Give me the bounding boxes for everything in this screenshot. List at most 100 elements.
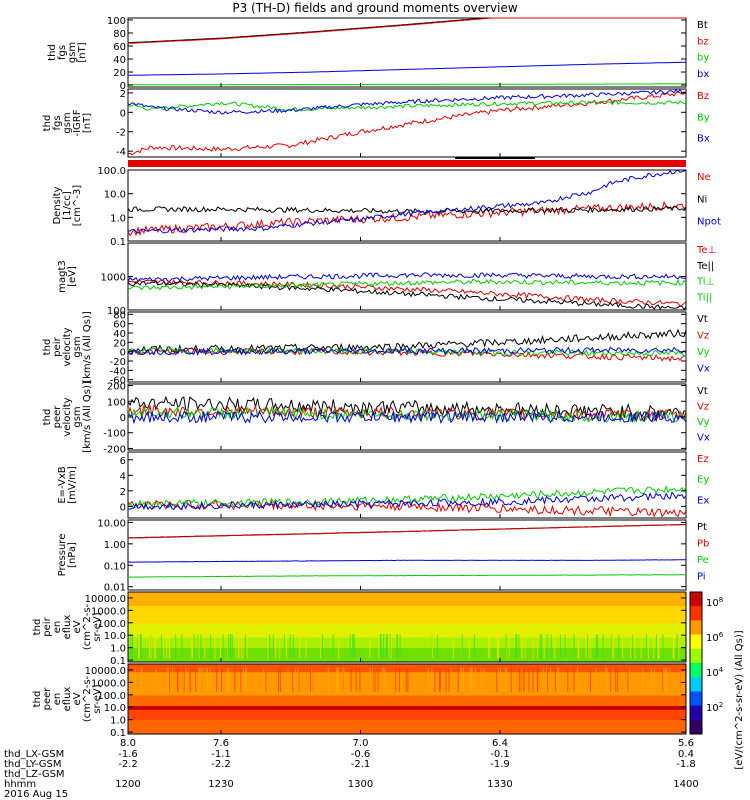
y-axis-label: thd — [42, 115, 53, 132]
heatmap-streak — [227, 634, 229, 659]
series-line-Pb — [127, 524, 686, 539]
heatmap-streak — [353, 634, 355, 659]
heatmap-streak — [585, 634, 587, 659]
y-tick-label: 100 — [107, 306, 126, 317]
heatmap-streak — [497, 667, 499, 692]
heatmap-streak — [166, 634, 168, 659]
colorbar-tick-label: 108 — [706, 596, 723, 609]
heatmap-streak — [141, 667, 143, 692]
y-tick-label: 10.0 — [104, 703, 126, 714]
heatmap-streak — [383, 634, 385, 659]
y-tick-label: 1.0 — [110, 213, 126, 224]
y-tick-label: 60 — [113, 320, 126, 331]
heatmap-streak — [230, 634, 232, 659]
heatmap-streak — [673, 634, 675, 659]
x-row-label: thd_LY-GSM — [4, 759, 61, 770]
y-tick-label: 10.0 — [104, 190, 126, 201]
heatmap-streak — [521, 634, 523, 659]
heatmap-streak — [615, 667, 617, 692]
y-axis-label: Density — [52, 186, 63, 224]
heatmap-streak — [202, 667, 204, 692]
colorbar-segment — [690, 648, 702, 664]
series-line-Vt — [127, 328, 687, 354]
heatmap-streak — [427, 667, 429, 692]
y-tick-label: 0 — [120, 502, 126, 513]
y-axis-label: eV — [72, 620, 83, 633]
heatmap-streak — [539, 634, 541, 659]
heatmap-streak — [390, 634, 392, 659]
heatmap-streak — [549, 667, 551, 692]
y-axis-label: magt3 — [57, 260, 68, 293]
series-line-Vx — [127, 409, 687, 425]
heatmap-streak — [496, 667, 498, 692]
y-tick-label: 0.1 — [110, 728, 126, 739]
heatmap-streak — [683, 667, 685, 692]
heatmap-streak — [645, 634, 647, 659]
heatmap-streak — [138, 634, 140, 659]
y-axis-label: fgs — [52, 115, 63, 130]
y-axis-label: sr-eV) — [92, 612, 103, 641]
heatmap-streak — [532, 667, 534, 692]
heatmap-streak — [154, 634, 156, 659]
heatmap-streak — [541, 634, 543, 659]
heatmap-streak — [305, 634, 307, 659]
legend-entry: Ti|| — [696, 292, 712, 303]
x-row-value: 0.4 — [678, 749, 694, 760]
heatmap-streak — [160, 634, 162, 659]
heatmap-streak — [642, 667, 644, 692]
heatmap-streak — [546, 634, 548, 659]
heatmap-streak — [384, 667, 386, 692]
heatmap-streak — [656, 634, 658, 659]
heatmap-streak — [463, 667, 465, 692]
heatmap-streak — [279, 667, 281, 692]
heatmap-streak — [606, 667, 608, 692]
heatmap-streak — [554, 667, 556, 692]
heatmap-streak — [612, 667, 614, 692]
y-tick-label: 1.00 — [104, 540, 126, 551]
heatmap-streak — [321, 634, 323, 659]
x-tick-label: 8.0 — [120, 738, 136, 749]
legend-entry: Ni — [697, 194, 707, 205]
heatmap-streak — [343, 667, 345, 692]
heatmap-streak — [678, 634, 680, 659]
heatmap-streak — [676, 634, 678, 659]
heatmap-streak — [189, 667, 191, 692]
legend-entry: Ex — [697, 495, 709, 506]
colorbar-frame — [689, 591, 703, 735]
heatmap-frame — [127, 591, 687, 663]
series-line-Ne — [127, 200, 687, 237]
heatmap-streak — [337, 667, 339, 692]
heatmap-streak — [518, 634, 520, 659]
y-tick-label: -100 — [103, 429, 126, 440]
heatmap-streak — [238, 634, 240, 659]
legend-entry: Npot — [697, 217, 721, 228]
heatmap-streak — [342, 667, 344, 692]
heatmap-streak — [684, 667, 686, 692]
y-tick-label: 6 — [120, 456, 126, 467]
y-tick-label: 10000.0 — [85, 594, 126, 605]
y-axis-label: peir — [42, 616, 53, 636]
heatmap-streak — [359, 667, 361, 692]
y-axis-label: [nT] — [82, 113, 93, 133]
heatmap-streak — [473, 634, 475, 659]
y-tick-label: 1.0 — [110, 716, 126, 727]
heatmap-streak — [398, 667, 400, 692]
heatmap-streak — [246, 634, 248, 659]
x-row-value: -1.6 — [118, 749, 138, 760]
heatmap-streak — [547, 667, 549, 692]
heatmap-streak — [516, 634, 518, 659]
colorbar-segment — [690, 677, 702, 692]
mode-bar-mark — [455, 157, 535, 159]
panel-frame — [127, 17, 687, 88]
legend-entry: Bt — [697, 20, 708, 31]
heatmap-streak — [332, 634, 334, 659]
x-row-value: -1.8 — [676, 759, 696, 770]
heatmap-streak — [169, 667, 171, 692]
legend-entry: Pb — [697, 539, 709, 550]
heatmap-streak — [234, 667, 236, 692]
y-tick-label: 1000 — [101, 273, 126, 284]
heatmap-streak — [657, 634, 659, 659]
y-axis-label: Pressure — [57, 534, 68, 577]
heatmap-streak — [474, 667, 476, 692]
y-tick-label: 100 — [107, 16, 126, 27]
